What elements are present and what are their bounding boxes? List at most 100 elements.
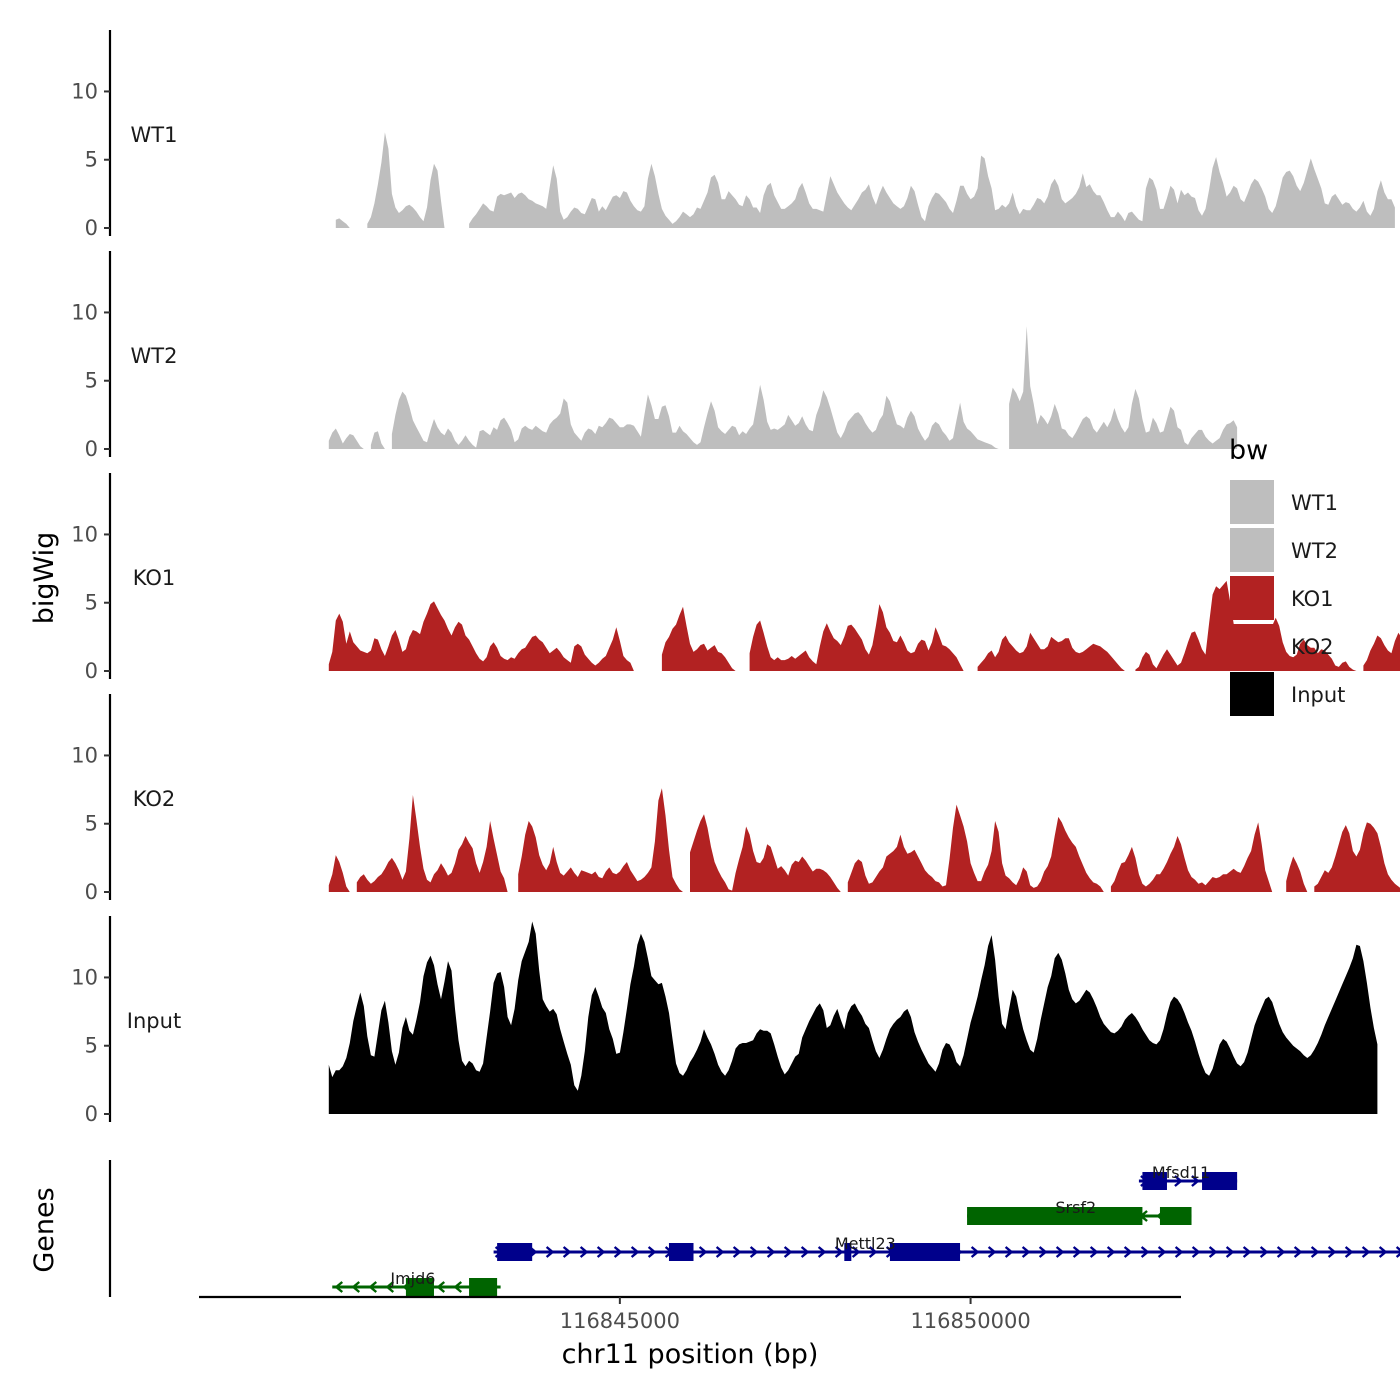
strand-arrow-jmjd6 <box>334 1281 344 1293</box>
y-tick-label-ko2-10: 10 <box>71 743 98 767</box>
signal-area-input <box>328 921 1378 1114</box>
legend-key-ko1 <box>1230 576 1274 620</box>
exon-mettl23-4 <box>889 1243 961 1261</box>
exon-mfsd11-2 <box>1202 1172 1238 1190</box>
track-label-ko2: KO2 <box>133 787 176 811</box>
x-tick-label-116850000: 116850000 <box>910 1309 1030 1333</box>
y-tick-label-wt1-0: 0 <box>85 216 98 240</box>
strand-arrow-mettl23 <box>1344 1246 1354 1258</box>
gene-srsf2: Srsf2 <box>967 1198 1192 1225</box>
strand-arrow-mettl23 <box>1361 1246 1371 1258</box>
strand-arrow-mettl23 <box>834 1246 844 1258</box>
strand-arrow-mettl23 <box>1293 1246 1303 1258</box>
strand-arrow-mettl23 <box>1225 1246 1235 1258</box>
x-axis-title: chr11 position (bp) <box>562 1339 819 1370</box>
strand-arrow-mettl23 <box>1038 1246 1048 1258</box>
y-tick-label-wt1-10: 10 <box>71 79 98 103</box>
gene-annotation-track: Mfsd11 Srsf2 Mettl23 Jmjd6 <box>332 1163 1400 1296</box>
strand-arrow-mettl23 <box>1106 1246 1116 1258</box>
strand-arrow-mettl23 <box>579 1246 589 1258</box>
strand-arrow-jmjd6 <box>351 1281 361 1293</box>
track-wt2: WT2 <box>131 326 1238 449</box>
strand-arrow-mettl23 <box>1310 1246 1320 1258</box>
legend-key-wt2 <box>1230 528 1274 572</box>
legend-label-wt2: WT2 <box>1291 539 1338 563</box>
y-tick-label-wt2-5: 5 <box>85 369 98 393</box>
strand-arrow-jmjd6 <box>368 1281 378 1293</box>
strand-arrow-mettl23 <box>970 1246 980 1258</box>
signal-area-ko2 <box>328 788 1400 892</box>
strand-arrow-mfsd11 <box>1191 1175 1200 1187</box>
legend-key-wt1 <box>1230 480 1274 524</box>
strand-arrow-mettl23 <box>1276 1246 1286 1258</box>
strand-arrow-jmjd6 <box>385 1281 395 1293</box>
signal-tracks: WT1 WT2 KO1 KO2 Input <box>127 123 1400 1114</box>
legend: bw WT1 WT2 KO1 KO2 Input <box>1229 435 1345 716</box>
exon-srsf2-1 <box>967 1207 1143 1225</box>
strand-arrow-mettl23 <box>1174 1246 1184 1258</box>
gene-mettl23: Mettl23 <box>493 1234 1400 1261</box>
strand-arrow-jmjd6 <box>453 1281 463 1293</box>
strand-arrow-mettl23 <box>698 1246 708 1258</box>
y-tick-label-input-5: 5 <box>85 1034 98 1058</box>
strand-arrow-mettl23 <box>800 1246 810 1258</box>
exon-jmjd6-1 <box>405 1278 434 1296</box>
gene-label-mfsd11: Mfsd11 <box>1152 1163 1210 1182</box>
legend-key-ko2 <box>1230 624 1274 668</box>
strand-arrow-mettl23 <box>1259 1246 1269 1258</box>
y-tick-label-ko2-0: 0 <box>85 880 98 904</box>
exon-jmjd6-2 <box>469 1278 498 1296</box>
y-tick-label-ko1-0: 0 <box>85 659 98 683</box>
track-input: Input <box>127 921 1378 1114</box>
track-label-input: Input <box>127 1009 181 1033</box>
gene-label-mettl23: Mettl23 <box>835 1234 896 1253</box>
strand-arrow-mettl23 <box>545 1246 555 1258</box>
strand-arrow-mettl23 <box>1191 1246 1201 1258</box>
y-tick-label-ko1-10: 10 <box>71 522 98 546</box>
y-tick-label-input-10: 10 <box>71 965 98 989</box>
y-tick-label-input-0: 0 <box>85 1102 98 1126</box>
gene-jmjd6: Jmjd6 <box>332 1269 501 1296</box>
exon-mettl23-3 <box>844 1243 852 1261</box>
legend-label-input: Input <box>1291 683 1345 707</box>
strand-arrow-mettl23 <box>766 1246 776 1258</box>
gene-label-srsf2: Srsf2 <box>1055 1198 1096 1217</box>
track-wt1: WT1 <box>131 123 1395 228</box>
strand-arrow-mettl23 <box>1242 1246 1252 1258</box>
gene-mfsd11: Mfsd11 <box>1138 1163 1238 1190</box>
track-label-wt1: WT1 <box>131 123 178 147</box>
strand-arrow-mettl23 <box>1021 1246 1031 1258</box>
gene-label-jmjd6: Jmjd6 <box>389 1269 435 1288</box>
strand-arrow-mettl23 <box>1004 1246 1014 1258</box>
strand-arrow-mettl23 <box>1140 1246 1150 1258</box>
y-tick-label-wt2-10: 10 <box>71 300 98 324</box>
strand-arrow-mettl23 <box>1208 1246 1218 1258</box>
strand-arrow-mettl23 <box>987 1246 997 1258</box>
strand-arrow-mettl23 <box>630 1246 640 1258</box>
strand-arrow-mettl23 <box>562 1246 572 1258</box>
signal-area-wt1 <box>335 132 1395 228</box>
strand-arrow-mettl23 <box>817 1246 827 1258</box>
track-label-wt2: WT2 <box>131 344 178 368</box>
exon-mfsd11-1 <box>1142 1172 1167 1190</box>
strand-arrow-mettl23 <box>749 1246 759 1258</box>
signal-area-ko1 <box>328 580 1400 671</box>
strand-arrow-mettl23 <box>1089 1246 1099 1258</box>
strand-arrow-mettl23 <box>613 1246 623 1258</box>
strand-arrow-mettl23 <box>596 1246 606 1258</box>
legend-label-ko1: KO1 <box>1291 587 1334 611</box>
strand-arrow-mettl23 <box>783 1246 793 1258</box>
y-tick-label-wt2-0: 0 <box>85 437 98 461</box>
exon-srsf2-2 <box>1159 1207 1192 1225</box>
exon-mettl23-2 <box>668 1243 694 1261</box>
legend-title: bw <box>1229 435 1268 466</box>
x-tick-label-116845000: 116845000 <box>560 1309 680 1333</box>
y-tick-label-ko2-5: 5 <box>85 812 98 836</box>
strand-arrow-mettl23 <box>1072 1246 1082 1258</box>
strand-arrow-mettl23 <box>1395 1246 1400 1258</box>
track-label-ko1: KO1 <box>133 566 176 590</box>
genes-axis-title: Genes <box>29 1187 60 1272</box>
strand-arrow-mettl23 <box>1055 1246 1065 1258</box>
signal-area-wt2 <box>328 326 1238 449</box>
